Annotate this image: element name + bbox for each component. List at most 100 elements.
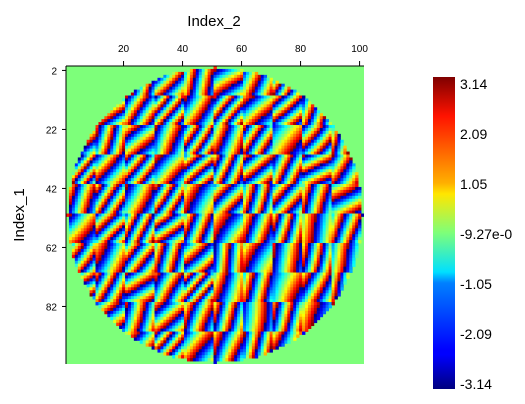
heatmap-cell xyxy=(222,207,226,211)
heatmap-cell xyxy=(207,222,211,226)
heatmap-cell xyxy=(189,86,194,90)
heatmap-cell xyxy=(269,234,273,238)
heatmap-cell xyxy=(154,172,158,176)
heatmap-cell xyxy=(287,231,291,235)
heatmap-cell xyxy=(189,213,194,217)
heatmap-cell xyxy=(275,113,279,117)
heatmap-cell xyxy=(89,186,93,191)
heatmap-cell xyxy=(169,104,173,108)
heatmap-cell xyxy=(302,160,306,164)
heatmap-cell xyxy=(234,228,238,232)
heatmap-cell xyxy=(198,186,203,191)
heatmap-cell xyxy=(119,243,123,247)
heatmap-cell xyxy=(231,240,235,244)
heatmap-cell xyxy=(225,172,229,176)
heatmap-cell xyxy=(139,107,144,111)
heatmap-cell xyxy=(251,210,256,214)
heatmap-cell xyxy=(189,186,194,191)
heatmap-cell xyxy=(225,219,229,223)
heatmap-cell xyxy=(313,207,318,211)
heatmap-cell xyxy=(125,101,129,105)
heatmap-cell xyxy=(334,216,338,220)
heatmap-cell xyxy=(325,225,329,229)
heatmap-cell xyxy=(278,160,282,164)
heatmap-cell xyxy=(142,98,147,102)
heatmap-cell xyxy=(251,157,256,161)
heatmap-cell xyxy=(169,119,173,123)
heatmap-cell xyxy=(77,175,82,179)
heatmap-cell xyxy=(207,71,211,76)
heatmap-cell xyxy=(328,213,332,217)
heatmap-cell xyxy=(68,213,73,217)
heatmap-cell xyxy=(310,142,315,147)
heatmap-cell xyxy=(157,104,161,108)
heatmap-cell xyxy=(216,213,220,217)
heatmap-cell xyxy=(245,80,250,85)
heatmap-cell xyxy=(234,184,238,188)
heatmap-cell xyxy=(181,175,185,179)
heatmap-cell xyxy=(346,240,350,244)
heatmap-cell xyxy=(95,225,99,229)
heatmap-cell xyxy=(175,110,179,114)
heatmap-cell xyxy=(263,77,268,82)
heatmap-cell xyxy=(225,122,229,126)
heatmap-cell xyxy=(133,104,138,108)
heatmap-cell xyxy=(154,92,158,96)
heatmap-cell xyxy=(142,195,147,200)
heatmap-cell xyxy=(263,127,268,132)
heatmap-cell xyxy=(290,219,294,223)
heatmap-cell xyxy=(254,119,259,123)
heatmap-cell xyxy=(178,186,182,191)
heatmap-cell xyxy=(228,95,232,99)
heatmap-cell xyxy=(222,184,226,188)
heatmap-cell xyxy=(302,219,306,223)
heatmap-cell xyxy=(68,186,73,191)
heatmap-cell xyxy=(296,225,300,229)
heatmap-cell xyxy=(184,213,188,217)
heatmap-cell xyxy=(157,231,161,235)
heatmap-cell xyxy=(248,142,253,147)
heatmap-cell xyxy=(136,210,141,214)
heatmap-cell xyxy=(352,222,356,226)
heatmap-cell xyxy=(304,154,309,158)
heatmap-cell xyxy=(195,169,200,173)
heatmap-cell xyxy=(228,74,232,79)
heatmap-cell xyxy=(260,210,265,214)
heatmap-cell xyxy=(231,201,235,206)
heatmap-cell xyxy=(219,113,223,117)
heatmap-cell xyxy=(257,228,262,232)
heatmap-cell xyxy=(237,195,241,200)
heatmap-cell xyxy=(228,172,232,176)
heatmap-cell xyxy=(80,225,85,229)
heatmap-cell xyxy=(83,216,88,220)
heatmap-cell xyxy=(302,228,306,232)
heatmap-cell xyxy=(181,89,185,93)
heatmap-cell xyxy=(302,125,306,129)
heatmap-cell xyxy=(313,213,318,217)
heatmap-cell xyxy=(245,237,250,241)
heatmap-cell xyxy=(293,219,297,223)
heatmap-cell xyxy=(116,186,120,191)
heatmap-cell xyxy=(160,195,164,200)
heatmap-cell xyxy=(104,116,108,120)
heatmap-cell xyxy=(331,184,335,188)
heatmap-cell xyxy=(243,136,247,141)
heatmap-cell xyxy=(151,201,155,206)
heatmap-cell xyxy=(304,201,309,206)
heatmap-cell xyxy=(228,228,232,232)
heatmap-cell xyxy=(248,201,253,206)
heatmap-cell xyxy=(307,237,312,241)
heatmap-cell xyxy=(278,127,282,132)
heatmap-cell xyxy=(284,107,288,111)
heatmap-cell xyxy=(107,142,111,147)
heatmap-cell xyxy=(127,201,132,206)
heatmap-cell xyxy=(113,234,117,238)
heatmap-cell xyxy=(228,154,232,158)
heatmap-cell xyxy=(154,95,158,99)
heatmap-cell xyxy=(310,163,315,167)
heatmap-cell xyxy=(299,133,303,138)
heatmap-cell xyxy=(225,210,229,214)
heatmap-cell xyxy=(119,222,123,226)
heatmap-cell xyxy=(307,228,312,232)
heatmap-cell xyxy=(290,142,294,147)
